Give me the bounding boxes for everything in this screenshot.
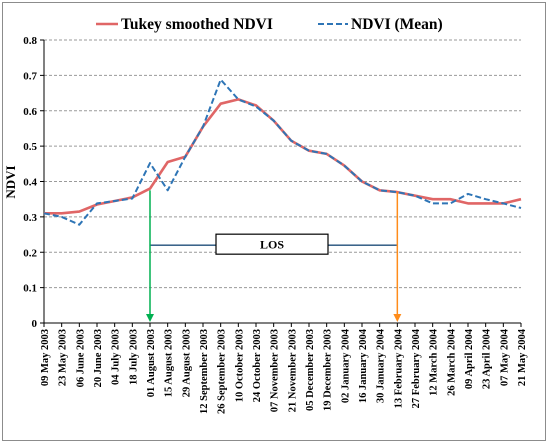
y-tick-label: 0 [32, 318, 38, 330]
y-tick-label: 0.8 [23, 35, 37, 47]
axes [43, 40, 521, 324]
x-tick-label: 09 April 2004 [464, 328, 475, 389]
los-label: LOS [260, 238, 284, 252]
y-tick-label: 0.2 [23, 247, 37, 259]
x-tick-label: 24 October 2003 [252, 329, 263, 402]
x-tick-label: 06 June 2003 [75, 329, 86, 387]
y-tick-labels: 0 0.1 0.2 0.3 0.4 0.5 0.6 0.7 0.8 [23, 35, 37, 330]
x-tick-label: 02 January 2004 [340, 328, 351, 403]
x-tick-label: 10 October 2003 [234, 329, 245, 402]
los-annotation: LOS [146, 190, 402, 322]
series-lines [43, 78, 522, 226]
x-tick-labels: 09 May 2003 23 May 2003 06 June 2003 20 Jun… [40, 328, 528, 414]
legend-label-ndvi-mean: NDVI (Mean) [351, 16, 443, 33]
season-end-arrowhead [393, 314, 402, 322]
y-axis-label: NDVI [3, 165, 18, 198]
x-tick-label: 26 March 2004 [446, 328, 457, 396]
y-tick-label: 0.3 [23, 212, 37, 224]
y-tick-label: 0.4 [23, 177, 37, 189]
season-start-arrowhead [146, 314, 154, 322]
x-tick-label: 12 March 2004 [429, 328, 440, 396]
x-tick-label: 21 May 2004 [517, 328, 528, 386]
los-label-box [215, 233, 329, 255]
y-tick-label: 0.7 [23, 70, 37, 82]
x-tick-label: 23 April 2004 [482, 328, 493, 389]
x-tick-label: 04 July 2003 [111, 329, 122, 385]
x-tick-label: 19 December 2003 [323, 329, 334, 411]
y-tick-label: 0.5 [23, 141, 37, 153]
x-tick-label: 12 September 2003 [199, 329, 210, 414]
x-tick-label: 21 November 2003 [287, 329, 298, 412]
x-tick-label: 30 January 2004 [376, 328, 387, 403]
x-tick-label: 05 December 2003 [305, 329, 316, 411]
x-tick-label: 07 November 2003 [270, 329, 281, 412]
tukey-smoothed-series-line [44, 98, 522, 215]
x-tick-label: 15 August 2003 [164, 329, 175, 397]
legend-label-tukey: Tukey smoothed NDVI [121, 16, 273, 33]
x-tick-label: 26 September 2003 [217, 329, 228, 414]
y-tick-label: 0.6 [23, 106, 37, 118]
x-tick-label: 16 January 2004 [358, 328, 369, 403]
x-tick-label: 29 August 2003 [181, 329, 192, 397]
x-tick-label: 09 May 2003 [40, 329, 51, 386]
x-tick-label: 27 February 2004 [411, 328, 422, 408]
y-tick-label: 0.1 [23, 283, 37, 295]
x-tick-label: 01 August 2003 [146, 329, 157, 397]
x-tick-label: 20 June 2003 [93, 329, 104, 387]
x-tick-label: 13 February 2004 [393, 328, 404, 408]
gridlines [40, 39, 522, 327]
legend: Tukey smoothed NDVI NDVI (Mean) [96, 16, 443, 33]
x-tick-label: 23 May 2003 [58, 329, 69, 386]
x-tick-label: 07 May 2004 [499, 328, 510, 386]
x-tick-label: 18 July 2003 [128, 329, 139, 385]
ndvi-mean-series-line [43, 78, 522, 226]
